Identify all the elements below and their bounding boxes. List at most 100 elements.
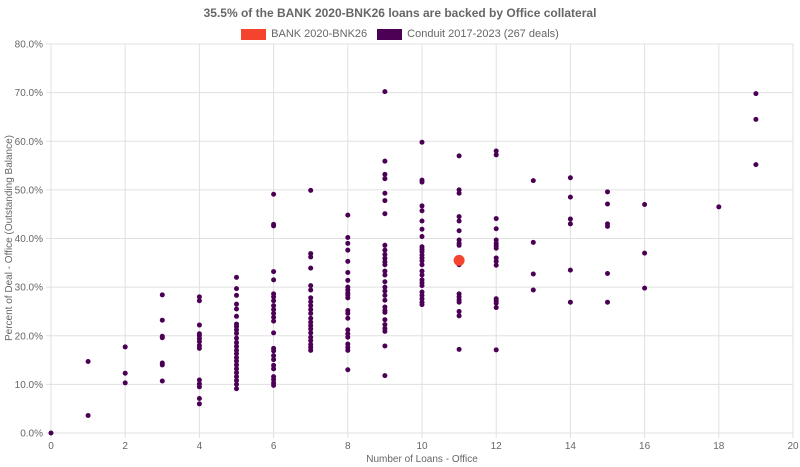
conduit-point[interactable] [159,362,165,368]
conduit-point[interactable] [382,171,388,177]
conduit-point[interactable] [271,303,277,309]
conduit-point[interactable] [382,343,388,349]
conduit-point[interactable] [345,347,351,353]
conduit-point[interactable] [196,322,202,328]
conduit-point[interactable] [567,267,573,273]
conduit-point[interactable] [308,338,314,344]
conduit-point[interactable] [605,299,610,305]
conduit-point[interactable] [382,309,388,315]
conduit-point[interactable] [345,334,351,340]
conduit-point[interactable] [234,313,239,319]
conduit-point[interactable] [271,191,277,197]
conduit-point[interactable] [271,366,277,372]
conduit-point[interactable] [271,298,277,304]
conduit-point[interactable] [234,351,239,357]
conduit-point[interactable] [419,272,425,278]
conduit-point[interactable] [419,139,425,145]
conduit-point[interactable] [271,294,277,300]
conduit-point[interactable] [642,285,648,291]
conduit-point[interactable] [716,204,722,210]
conduit-point[interactable] [382,262,388,268]
legend-item-bank[interactable]: BANK 2020-BNK26 [241,28,367,40]
conduit-point[interactable] [530,178,536,184]
conduit-point[interactable] [122,370,128,376]
conduit-point[interactable] [567,194,573,200]
conduit-point[interactable] [271,306,277,312]
conduit-point[interactable] [493,347,499,353]
conduit-point[interactable] [234,370,239,376]
conduit-point[interactable] [308,299,314,305]
conduit-point[interactable] [234,340,239,346]
conduit-point[interactable] [493,258,499,264]
conduit-point[interactable] [382,272,388,278]
conduit-point[interactable] [196,345,202,351]
conduit-point[interactable] [234,362,239,368]
conduit-point[interactable] [567,216,573,222]
conduit-point[interactable] [493,245,499,251]
conduit-point[interactable] [456,190,462,196]
conduit-point[interactable] [567,175,573,181]
conduit-point[interactable] [271,382,277,388]
conduit-point[interactable] [382,176,388,182]
conduit-point[interactable] [271,310,277,316]
conduit-point[interactable] [234,374,239,380]
conduit-point[interactable] [122,344,128,350]
conduit-point[interactable] [196,339,202,345]
conduit-point[interactable] [234,292,239,298]
conduit-point[interactable] [234,274,239,280]
conduit-point[interactable] [234,377,239,383]
conduit-point[interactable] [382,89,388,95]
conduit-point[interactable] [345,315,351,321]
conduit-point[interactable] [271,330,277,336]
conduit-point[interactable] [382,198,388,204]
conduit-point[interactable] [605,189,610,195]
conduit-point[interactable] [308,295,314,301]
conduit-point[interactable] [382,284,388,290]
conduit-point[interactable] [234,343,239,349]
conduit-point[interactable] [419,226,425,232]
conduit-point[interactable] [456,308,462,314]
conduit-point[interactable] [382,328,388,334]
conduit-point[interactable] [456,214,462,220]
conduit-point[interactable] [308,303,314,309]
conduit-point[interactable] [419,234,425,240]
conduit-point[interactable] [382,252,388,258]
conduit-point[interactable] [382,317,388,323]
conduit-point[interactable] [308,287,314,293]
conduit-point[interactable] [382,288,388,294]
conduit-point[interactable] [382,297,388,303]
conduit-point[interactable] [159,378,165,384]
conduit-point[interactable] [234,330,239,336]
conduit-point[interactable] [308,306,314,312]
conduit-point[interactable] [345,367,351,373]
conduit-point[interactable] [308,330,314,336]
conduit-point[interactable] [419,302,425,308]
conduit-point[interactable] [345,295,351,301]
conduit-point[interactable] [456,228,462,234]
conduit-point[interactable] [271,277,277,283]
conduit-point[interactable] [308,315,314,321]
conduit-point[interactable] [530,271,536,277]
conduit-point[interactable] [493,152,499,158]
conduit-point[interactable] [382,268,388,274]
conduit-point[interactable] [159,335,165,341]
conduit-point[interactable] [345,247,351,253]
conduit-point[interactable] [345,212,351,218]
conduit-point[interactable] [456,299,462,305]
conduit-point[interactable] [271,314,277,320]
conduit-point[interactable] [85,412,91,418]
legend-item-conduit[interactable]: Conduit 2017-2023 (267 deals) [377,28,559,40]
conduit-point[interactable] [456,242,462,248]
conduit-point[interactable] [642,201,648,207]
conduit-point[interactable] [456,313,462,319]
conduit-point[interactable] [419,218,425,224]
conduit-point[interactable] [493,216,499,222]
conduit-point[interactable] [308,254,314,260]
conduit-point[interactable] [234,381,239,387]
conduit-point[interactable] [345,258,351,264]
conduit-point[interactable] [345,235,351,241]
conduit-point[interactable] [308,265,314,271]
conduit-point[interactable] [345,327,351,333]
conduit-point[interactable] [308,347,314,353]
conduit-point[interactable] [345,310,351,316]
